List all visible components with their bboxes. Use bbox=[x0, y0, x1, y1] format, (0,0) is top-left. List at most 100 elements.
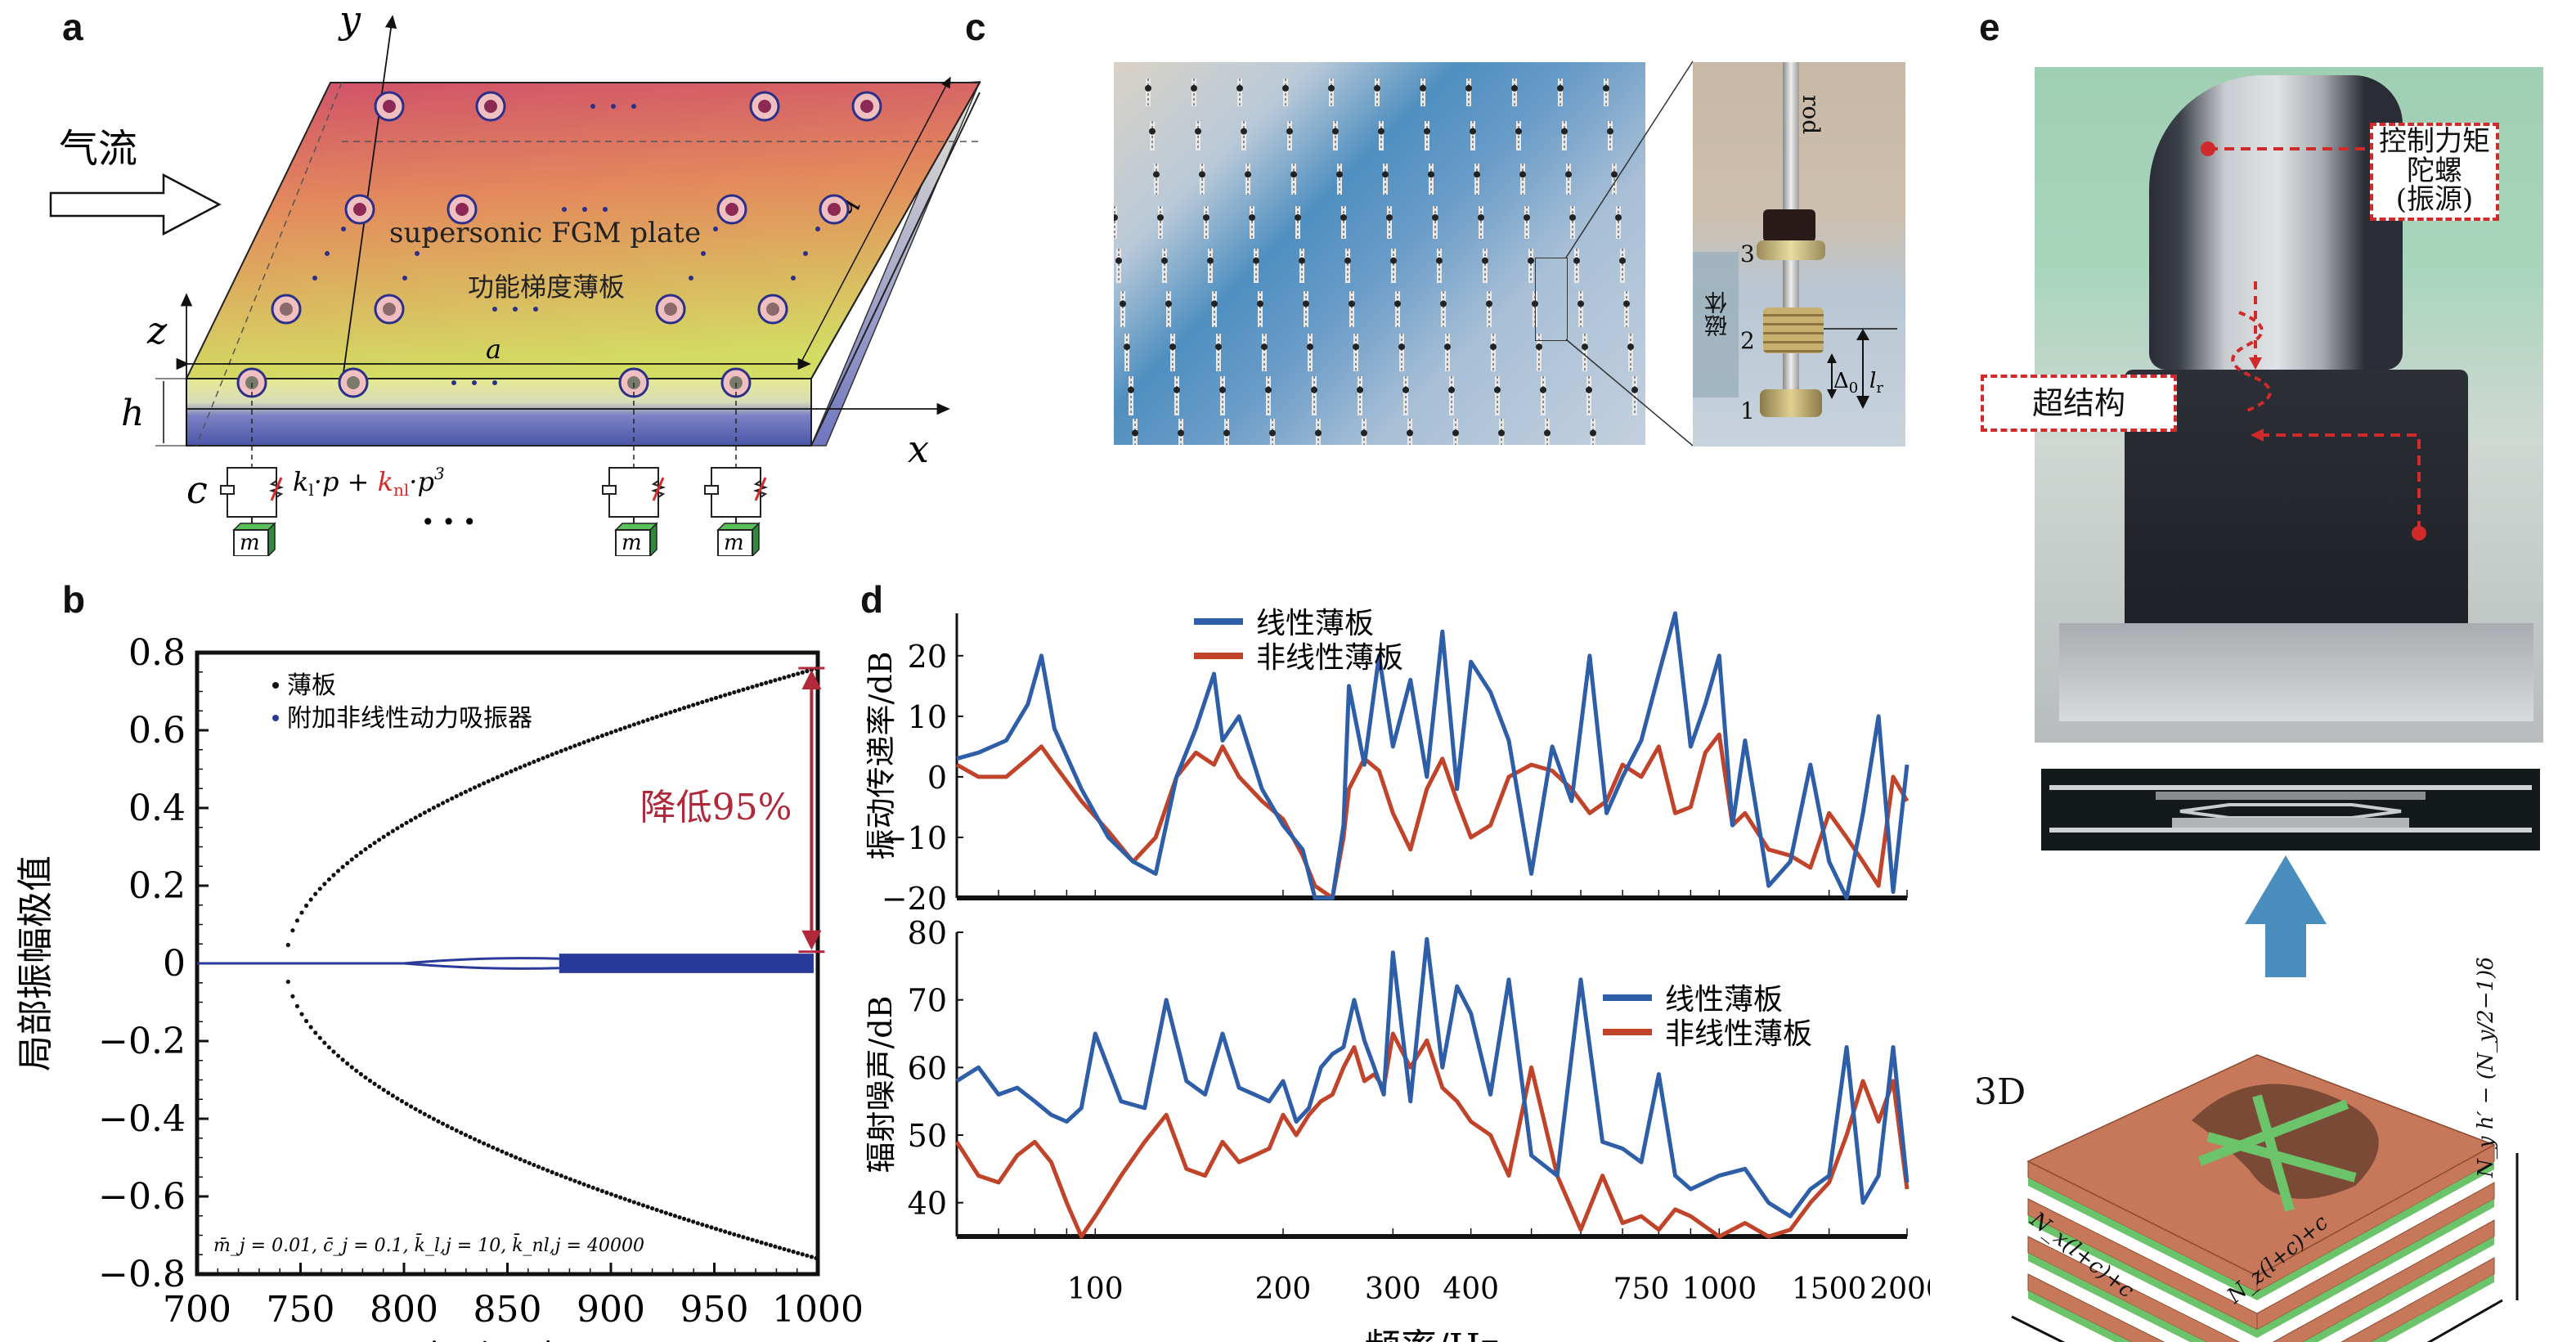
x-tick-label: 1000 bbox=[772, 1289, 864, 1331]
plate-point bbox=[782, 675, 787, 680]
absorber-core bbox=[828, 203, 841, 216]
rod-magnet bbox=[1494, 386, 1501, 393]
plate-point bbox=[745, 685, 751, 691]
dim-y-label: N_y h′ − (N_y/2−1)δ bbox=[2473, 957, 2498, 1178]
rod-magnet bbox=[1265, 386, 1272, 393]
ellipsis-dot bbox=[472, 380, 477, 385]
plate-point bbox=[313, 891, 318, 896]
plate-point bbox=[572, 743, 577, 748]
plate-point bbox=[650, 716, 655, 721]
plate-point bbox=[454, 793, 459, 799]
plate-point bbox=[326, 877, 332, 882]
y-tick-label: 10 bbox=[908, 699, 947, 735]
rod-magnet bbox=[1191, 84, 1197, 92]
magnet-3-ring bbox=[1757, 240, 1825, 260]
legend-label-plate: 薄板 bbox=[287, 671, 336, 700]
plate-point bbox=[445, 1124, 450, 1129]
plate-title-en: supersonic FGM plate bbox=[389, 217, 701, 249]
plate-point bbox=[358, 1071, 363, 1077]
x-tick-label: 750 bbox=[267, 1289, 335, 1331]
legend-label-linear: 线性薄板 bbox=[1665, 983, 1783, 1017]
rod-magnet bbox=[1340, 214, 1347, 221]
rod-magnet bbox=[1361, 429, 1367, 437]
plate-point bbox=[604, 1190, 609, 1195]
plate-point bbox=[750, 684, 755, 689]
plate-point bbox=[796, 1250, 801, 1255]
plate-point bbox=[764, 1241, 769, 1246]
rod-magnet bbox=[1448, 386, 1455, 393]
legend-marker-absorber bbox=[272, 715, 279, 721]
x-tick-label: 950 bbox=[680, 1289, 749, 1331]
ellipsis-dot bbox=[492, 380, 497, 385]
plate-point bbox=[695, 1221, 700, 1226]
rod-magnet bbox=[1253, 257, 1259, 264]
absorber-grid bbox=[236, 91, 882, 398]
plate-point bbox=[482, 781, 487, 786]
plate-point bbox=[472, 1137, 478, 1142]
plate-point bbox=[527, 1160, 532, 1165]
plate-point bbox=[523, 1159, 527, 1164]
plate-point bbox=[541, 1166, 545, 1171]
plate-point bbox=[559, 748, 563, 753]
section-sketch bbox=[2049, 785, 2532, 833]
plate-point bbox=[331, 873, 336, 877]
plate-point bbox=[659, 713, 664, 718]
plate-point bbox=[536, 757, 541, 762]
plate-point bbox=[681, 1216, 687, 1221]
rod-magnet bbox=[1219, 386, 1226, 393]
plate-point bbox=[545, 754, 550, 759]
rod-magnet bbox=[1561, 128, 1568, 135]
plate-point bbox=[386, 1090, 391, 1095]
rod-magnet bbox=[1315, 429, 1322, 437]
plate-point bbox=[477, 783, 482, 788]
x-tick-label: 300 bbox=[1365, 1272, 1421, 1306]
plate-point bbox=[413, 815, 418, 820]
ellipsis-dot bbox=[611, 104, 616, 109]
rod-magnet bbox=[1215, 343, 1222, 351]
plate-point bbox=[404, 1102, 409, 1106]
plate-point bbox=[800, 670, 805, 675]
rod-magnet bbox=[1245, 171, 1251, 178]
rod-magnet bbox=[1631, 386, 1638, 393]
y-axis-label: y bbox=[338, 0, 361, 42]
x-tick-label: 2000 bbox=[1869, 1272, 1930, 1306]
rod-array bbox=[1114, 79, 1638, 445]
y-tick-label: 60 bbox=[908, 1050, 947, 1086]
plate-point bbox=[390, 828, 395, 833]
rod-magnet bbox=[1328, 84, 1335, 92]
rod-magnet bbox=[1169, 343, 1176, 351]
airflow-label: 气流 bbox=[59, 126, 137, 172]
gyro-base bbox=[2125, 370, 2468, 631]
plate-point bbox=[723, 1229, 728, 1234]
panel-c-label: c bbox=[965, 6, 986, 48]
plate-point bbox=[654, 1207, 659, 1213]
rod-magnet bbox=[1349, 300, 1355, 307]
plate-point bbox=[759, 682, 764, 687]
rod-magnet bbox=[1577, 300, 1584, 307]
plate-point bbox=[618, 727, 623, 732]
plate-point bbox=[313, 1030, 318, 1035]
plate-point bbox=[636, 720, 641, 725]
plate-point bbox=[586, 738, 591, 743]
plate-point bbox=[691, 702, 696, 707]
ellipsis-dot bbox=[312, 276, 317, 281]
plate-point bbox=[335, 1053, 341, 1058]
plate-point bbox=[541, 756, 545, 761]
nonlinear-mark bbox=[754, 477, 767, 501]
plate-point bbox=[686, 1218, 691, 1223]
legend-label-linear: 线性薄板 bbox=[1256, 607, 1374, 640]
plate-point bbox=[668, 1212, 673, 1217]
plate-point bbox=[372, 1081, 377, 1086]
plate-point bbox=[713, 1227, 719, 1232]
x-tick-label: 750 bbox=[1613, 1272, 1670, 1306]
plate-point bbox=[563, 747, 568, 752]
zoom-lines bbox=[1565, 61, 1694, 447]
airflow-arrow bbox=[49, 173, 222, 236]
plate-point bbox=[686, 704, 691, 709]
plate-front-edge bbox=[186, 378, 812, 447]
rod-magnet bbox=[1619, 257, 1626, 264]
rod-magnet bbox=[1420, 84, 1426, 92]
rod-magnet bbox=[1394, 300, 1401, 307]
plate-point bbox=[791, 672, 796, 677]
